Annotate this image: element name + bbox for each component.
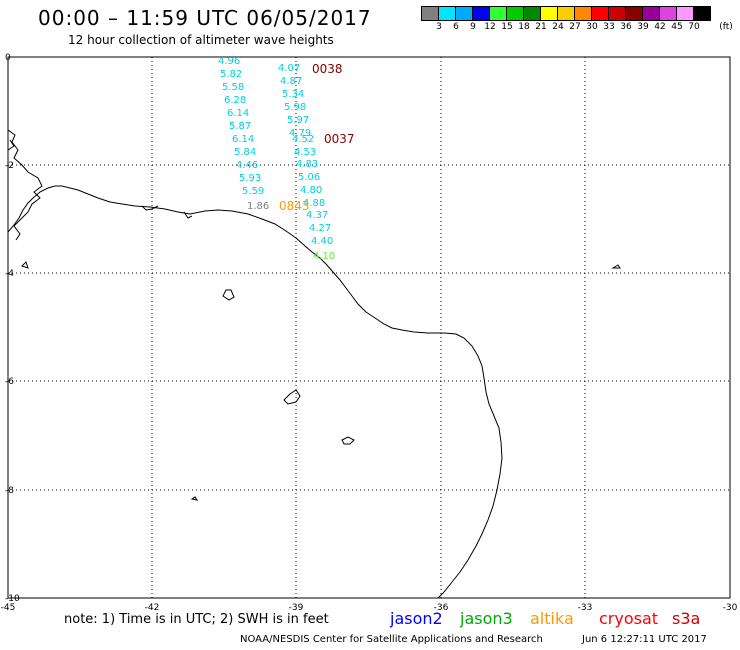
lat-tick-label: -4 (5, 269, 14, 279)
coastline-detail (7, 129, 43, 241)
legend-label: 33 (603, 22, 615, 32)
legend-label: 45 (671, 22, 683, 32)
swh-value: 4.52 (292, 134, 314, 145)
satellite-jason2: jason2 (390, 609, 443, 628)
pass-time: 0843 (279, 199, 310, 213)
lat-tick-label: -2 (5, 161, 14, 171)
legend-label: 24 (552, 22, 564, 32)
swh-value: 5.82 (220, 69, 242, 80)
lat-tick-label: -6 (5, 377, 14, 387)
legend-label: 3 (436, 22, 442, 32)
swh-value: 4.87 (280, 76, 302, 87)
swh-value: 4.88 (303, 198, 325, 209)
swh-value: 4.83 (296, 159, 318, 170)
legend-label: 12 (484, 22, 496, 32)
legend-label: 36 (620, 22, 632, 32)
swh-value: 5.58 (222, 82, 244, 93)
lon-tick-label: -39 (289, 603, 304, 613)
swh-value: 5.98 (284, 102, 306, 113)
lon-tick-label: -42 (145, 603, 160, 613)
color-legend-labels: 3 6 9 12 15 18 21 24 27 30 33 36 39 42 45 70 (ft) (422, 22, 740, 36)
lon-tick-label: -36 (434, 603, 449, 613)
lon-tick-label: -33 (578, 603, 593, 613)
swh-value: 4.53 (294, 147, 316, 158)
page-title: 00:00 – 11:59 UTC 06/05/2017 (38, 6, 372, 30)
color-legend (421, 6, 711, 21)
legend-label: 21 (535, 22, 547, 32)
axis-labels: -45 -42 -39 -36 -33 -30 0 -2 -4 -6 -8 -10 (1, 53, 738, 613)
swh-value: 4.27 (309, 223, 331, 234)
lat-tick-label: -10 (5, 594, 20, 604)
legend-unit: (ft) (719, 22, 733, 32)
satellite-jason3: jason3 (460, 609, 513, 628)
island (21, 261, 29, 269)
swh-value: 4.10 (313, 251, 335, 262)
legend-label: 27 (569, 22, 581, 32)
swh-value: 4.40 (311, 236, 333, 247)
lon-tick-label: -30 (723, 603, 738, 613)
legend-label: 70 (688, 22, 700, 32)
pass-time: 0038 (312, 62, 343, 76)
swh-value: 4.96 (218, 56, 240, 67)
legend-label: 15 (501, 22, 513, 32)
swh-value: 5.97 (287, 115, 309, 126)
lon-tick-label: -45 (1, 603, 16, 613)
swh-value: 6.28 (224, 95, 246, 106)
credit-text: NOAA/NESDIS Center for Satellite Applica… (240, 634, 543, 645)
swh-value: 5.87 (229, 121, 251, 132)
legend-label: 30 (586, 22, 598, 32)
swh-value: 4.79 (289, 128, 311, 139)
swh-value: 1.86 (247, 201, 269, 212)
island (222, 289, 235, 301)
track-right: 4.07 4.87 5.34 5.98 5.97 4.79 4.52 4.53 … (278, 63, 333, 247)
satellite-altika: altika (530, 609, 574, 628)
legend-label: 18 (518, 22, 530, 32)
footer-note: note: 1) Time is in UTC; 2) SWH is in fe… (64, 612, 329, 627)
legend-label: 42 (654, 22, 666, 32)
swh-value: 6.14 (227, 108, 249, 119)
pass-time: 0037 (324, 132, 355, 146)
swh-value: 4.37 (306, 210, 328, 221)
swh-value: 5.06 (298, 172, 320, 183)
page-subtitle: 12 hour collection of altimeter wave hei… (68, 33, 334, 47)
swh-value: 4.80 (300, 185, 322, 196)
legend-label: 39 (637, 22, 649, 32)
island (341, 436, 355, 445)
swh-value: 4.46 (236, 160, 258, 171)
swh-value: 5.84 (234, 147, 256, 158)
swh-value: 5.59 (242, 186, 264, 197)
swh-value: 4.07 (278, 63, 300, 74)
timestamp-text: Jun 6 12:27:11 UTC 2017 (582, 634, 707, 645)
swh-value: 6.14 (232, 134, 254, 145)
map-frame (7, 56, 731, 599)
graticule (8, 57, 730, 598)
swh-value: 5.93 (239, 173, 261, 184)
swh-value: 5.34 (282, 89, 304, 100)
legend-swatch (693, 6, 711, 21)
island (283, 389, 301, 405)
island (611, 264, 621, 269)
satellite-cryosat: cryosat (599, 609, 659, 628)
satellite-s3a: s3a (672, 609, 701, 628)
lat-tick-label: -8 (5, 486, 14, 496)
legend-label: 6 (453, 22, 459, 32)
bay-detail (141, 205, 193, 219)
lat-tick-label: 0 (5, 53, 11, 63)
island (190, 496, 199, 501)
coastline (7, 185, 503, 599)
track-left: 4.96 5.82 5.58 6.28 6.14 5.87 6.14 5.84 … (218, 56, 264, 197)
legend-label: 9 (470, 22, 476, 32)
